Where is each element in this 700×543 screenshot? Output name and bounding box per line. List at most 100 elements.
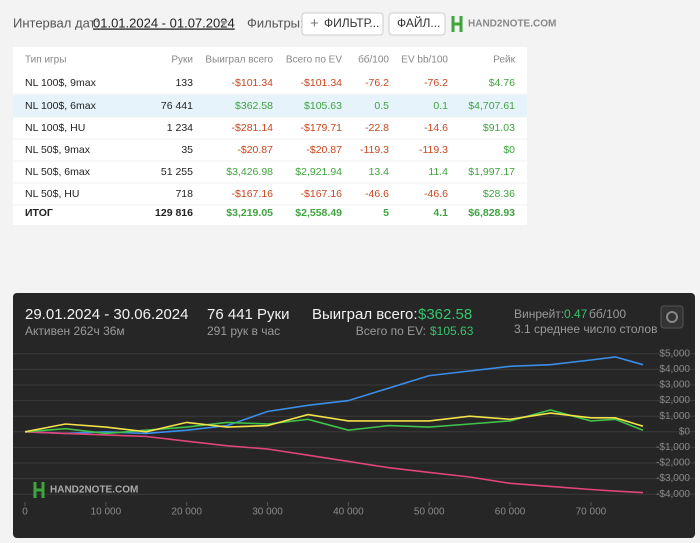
cell: $2,921.94 — [295, 166, 342, 178]
filter-button[interactable] — [301, 12, 384, 36]
won-value: $362.58 — [418, 306, 472, 323]
file-button[interactable] — [388, 12, 446, 36]
cell: NL 100$, 6max — [25, 100, 97, 112]
cell: 51 255 — [161, 166, 193, 178]
filters-label: Фильтры: — [247, 15, 304, 30]
won-label: Выиграл всего: — [312, 306, 418, 323]
cell: $0 — [503, 144, 515, 156]
column-header: Тип игры — [25, 55, 66, 66]
x-tick-label: 0 — [22, 507, 28, 518]
cell: -76.2 — [424, 77, 448, 89]
cell: 718 — [175, 188, 193, 200]
file-button-text: ФАЙЛ... — [397, 15, 440, 30]
column-header: Руки — [171, 55, 193, 66]
cell: NL 50$, 9max — [25, 144, 91, 156]
cell: $105.63 — [304, 100, 342, 112]
series-line — [24, 409, 644, 435]
row-highlight — [13, 95, 527, 117]
y-tick-label: $4,000 — [659, 364, 690, 375]
y-tick-label: $0 — [679, 426, 691, 437]
settings-button[interactable] — [660, 305, 684, 329]
cell: -46.6 — [424, 188, 448, 200]
plus-icon: + — [310, 15, 319, 32]
column-header: EV bb/100 — [401, 55, 448, 66]
cell: -14.6 — [424, 122, 448, 134]
cell: -$101.34 — [232, 77, 274, 89]
y-tick-label: -$2,000 — [656, 458, 690, 469]
x-tick-label: 70 000 — [576, 507, 607, 518]
tables: 3.1 среднее число столов — [514, 322, 657, 336]
cell: -119.3 — [419, 144, 448, 156]
column-header: бб/100 — [358, 54, 389, 66]
cell: $6,828.93 — [468, 207, 515, 219]
cell: $4.76 — [489, 77, 515, 89]
cell: 129 816 — [155, 207, 193, 219]
series-line — [24, 431, 644, 494]
cell: 11.4 — [428, 166, 448, 178]
y-tick-label: -$1,000 — [656, 442, 690, 453]
cell: 133 — [175, 77, 193, 89]
x-tick-label: 10 000 — [91, 507, 122, 518]
winrate-value: 0.47 — [564, 307, 588, 321]
cell: 4.1 — [433, 207, 448, 219]
y-tick-label: $3,000 — [659, 380, 690, 391]
cell: -22.8 — [365, 122, 389, 134]
cell: $3,219.05 — [226, 207, 273, 219]
ev-label: Всего по EV: — [356, 324, 426, 338]
cell: 76 441 — [161, 100, 193, 112]
winrate-unit: бб/100 — [589, 307, 626, 321]
logo: HAND2NOTE.COM — [468, 19, 556, 30]
cell: NL 100$, HU — [25, 122, 85, 134]
cell: NL 50$, 6max — [25, 166, 91, 178]
watermark-icon — [33, 482, 45, 498]
cell: $28.36 — [483, 188, 515, 200]
cell: 13.4 — [369, 166, 390, 178]
cell: $1,997.17 — [468, 166, 515, 178]
cell: -$179.71 — [301, 122, 343, 134]
logo-icon — [451, 16, 463, 32]
cell: -119.3 — [360, 144, 389, 156]
period: 29.01.2024 - 30.06.2024 — [25, 306, 188, 323]
hands-per-hour: 291 рук в час — [207, 324, 280, 338]
table — [13, 47, 527, 225]
cell: 0.5 — [374, 100, 389, 112]
cell: 0.1 — [433, 100, 448, 112]
cell: -$20.87 — [237, 144, 273, 156]
ev-value: $105.63 — [430, 324, 474, 338]
x-tick-label: 50 000 — [414, 507, 445, 518]
x-tick-label: 30 000 — [252, 507, 283, 518]
cell: $3,426.98 — [226, 166, 273, 178]
y-tick-label: -$3,000 — [656, 473, 690, 484]
column-header: Рейк — [493, 55, 515, 66]
cell: -$101.34 — [301, 77, 343, 89]
watermark: HAND2NOTE.COM — [50, 485, 138, 496]
y-tick-label: $2,000 — [659, 395, 690, 406]
x-tick-label: 60 000 — [495, 507, 526, 518]
cell: $4,707.61 — [468, 100, 515, 112]
active: Активен 262ч 36м — [25, 324, 125, 338]
cell: -$281.14 — [232, 122, 274, 134]
date-range[interactable]: 01.01.2024 - 01.07.2024 — [93, 15, 235, 30]
column-header: Всего по EV — [286, 55, 342, 66]
cell: ИТОГ — [25, 207, 53, 219]
caret — [220, 21, 228, 26]
x-tick-label: 20 000 — [171, 507, 202, 518]
cell: NL 100$, 9max — [25, 77, 97, 89]
cell: 1 234 — [167, 122, 193, 134]
cell: $2,558.49 — [295, 207, 342, 219]
y-tick-label: $1,000 — [659, 411, 690, 422]
filter-button-text: ФИЛЬТР... — [324, 16, 379, 30]
hands: 76 441 Руки — [207, 306, 290, 323]
gear-icon — [666, 311, 678, 323]
y-tick-label: $5,000 — [659, 348, 690, 359]
cell: $362.58 — [235, 100, 273, 112]
cell: -76.2 — [365, 77, 389, 89]
cell: $91.03 — [483, 122, 515, 134]
cell: 35 — [181, 144, 193, 156]
winrate-label: Винрейт: — [514, 307, 564, 321]
date-label: Интервал дат: — [13, 15, 99, 30]
series-line — [24, 412, 644, 433]
cell: -$167.16 — [301, 188, 343, 200]
cell: NL 50$, HU — [25, 188, 79, 200]
